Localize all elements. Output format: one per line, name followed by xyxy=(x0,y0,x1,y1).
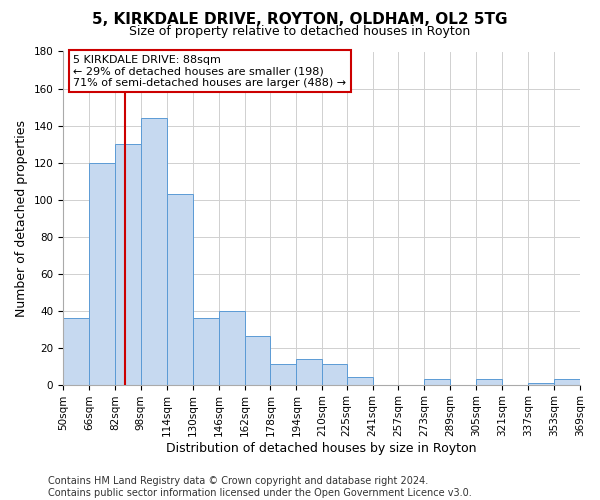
Bar xyxy=(193,318,218,384)
Y-axis label: Number of detached properties: Number of detached properties xyxy=(15,120,28,316)
Bar xyxy=(296,358,322,384)
Bar xyxy=(322,364,347,384)
Bar xyxy=(554,379,580,384)
Text: 5, KIRKDALE DRIVE, ROYTON, OLDHAM, OL2 5TG: 5, KIRKDALE DRIVE, ROYTON, OLDHAM, OL2 5… xyxy=(92,12,508,28)
X-axis label: Distribution of detached houses by size in Royton: Distribution of detached houses by size … xyxy=(166,442,477,455)
Bar xyxy=(476,379,502,384)
Bar xyxy=(528,382,554,384)
Bar xyxy=(167,194,193,384)
Bar xyxy=(89,162,115,384)
Bar xyxy=(271,364,296,384)
Bar xyxy=(245,336,271,384)
Bar xyxy=(218,310,245,384)
Text: Size of property relative to detached houses in Royton: Size of property relative to detached ho… xyxy=(130,25,470,38)
Bar xyxy=(115,144,141,384)
Text: Contains HM Land Registry data © Crown copyright and database right 2024.
Contai: Contains HM Land Registry data © Crown c… xyxy=(48,476,472,498)
Bar xyxy=(424,379,451,384)
Bar xyxy=(347,377,373,384)
Text: 5 KIRKDALE DRIVE: 88sqm
← 29% of detached houses are smaller (198)
71% of semi-d: 5 KIRKDALE DRIVE: 88sqm ← 29% of detache… xyxy=(73,55,346,88)
Bar xyxy=(63,318,89,384)
Bar xyxy=(141,118,167,384)
